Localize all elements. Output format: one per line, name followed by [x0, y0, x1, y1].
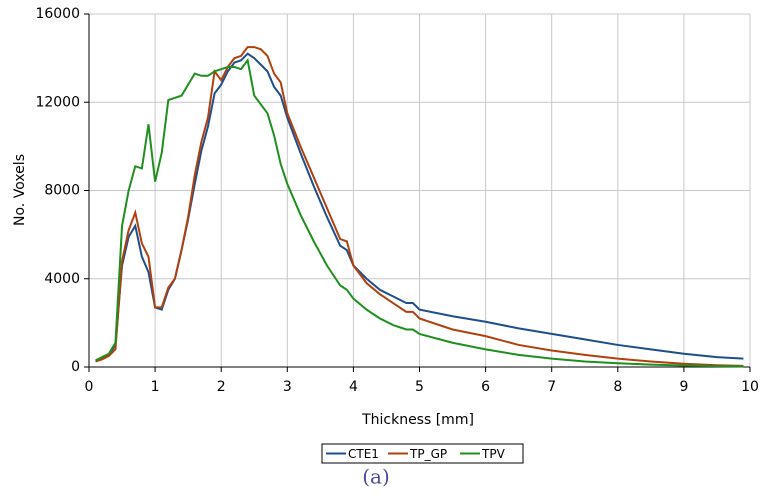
x-tick-label: 9: [679, 379, 688, 395]
x-tick-label: 5: [415, 379, 424, 395]
y-tick-label: 4000: [44, 271, 80, 287]
series-line: [95, 57, 744, 368]
y-tick-label: 12000: [35, 94, 80, 110]
x-tick-label: 2: [217, 379, 226, 395]
legend-box: [321, 443, 524, 464]
legend-label: TP_GP: [409, 447, 447, 461]
legend-label: CTE1: [348, 447, 379, 461]
caption: (a): [362, 465, 390, 489]
y-tick-label: 0: [71, 359, 80, 375]
series-line: [95, 46, 744, 367]
y-tick-label: 8000: [44, 183, 80, 199]
x-tick-label: 10: [741, 379, 759, 395]
x-axis-label: Thickness [mm]: [361, 412, 474, 428]
x-tick-label: 3: [283, 379, 292, 395]
x-tick-label: 4: [349, 379, 358, 395]
x-tick-label: 1: [151, 379, 160, 395]
x-tick-label: 7: [547, 379, 556, 395]
legend-label: TPV: [481, 447, 506, 461]
y-axis-label: No. Voxels: [12, 154, 28, 226]
y-tick-label: 16000: [35, 6, 80, 22]
x-tick-label: 6: [481, 379, 490, 395]
x-tick-label: 0: [85, 379, 94, 395]
x-tick-label: 8: [613, 379, 622, 395]
